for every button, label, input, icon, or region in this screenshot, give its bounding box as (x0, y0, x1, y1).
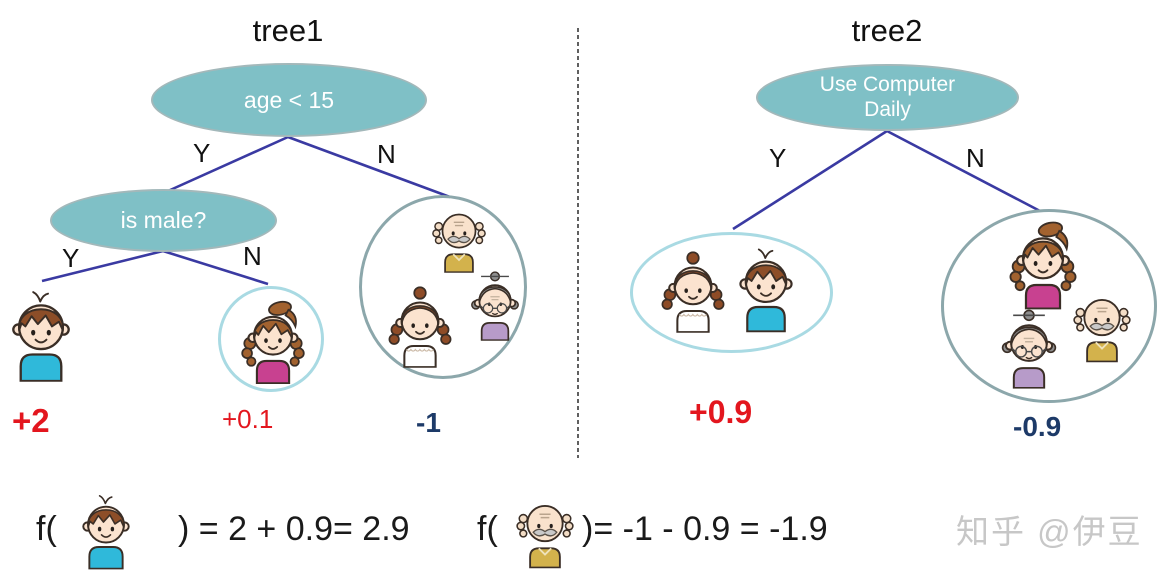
tree2-root-yes-label: Y (769, 143, 787, 173)
girl-avatar (1006, 219, 1080, 311)
tree1-leaf-adults-score: -1 (416, 407, 441, 438)
formula2-suffix: )= -1 - 0.9 = -1.9 (582, 510, 828, 548)
grandpa-avatar (1071, 286, 1133, 364)
tree1-child-yes-label: Y (62, 243, 80, 273)
grandpa-avatar (430, 203, 488, 273)
formula1-person (74, 491, 138, 571)
tree2-root-no-label: N (966, 143, 985, 173)
tree1-leaf-boy-score: +2 (12, 402, 50, 439)
tree1-title: tree1 (252, 13, 324, 48)
tree1-leaf-boy (2, 288, 80, 382)
formula1-prefix: f( (36, 510, 57, 548)
grandma-avatar (996, 308, 1062, 390)
tree2-root-label: Use Computer Daily (819, 73, 956, 121)
tree1-root-yes-edge (167, 135, 289, 193)
tree1-root-no-label: N (377, 139, 396, 169)
tree2-root-yes-edge (732, 129, 888, 231)
formula1-suffix: ) = 2 + 0.9= 2.9 (178, 510, 410, 548)
tree1-child-no-label: N (243, 241, 262, 271)
mother-avatar (386, 278, 454, 376)
tree2-leaf-yes-score: +0.9 (689, 394, 753, 430)
zhihu-watermark: 知乎 @伊豆 (956, 513, 1143, 550)
grandma-avatar (466, 266, 524, 346)
tree2-leaf-yes-ellipse (630, 232, 833, 353)
tree2-leaf-no-score: -0.9 (1013, 411, 1062, 442)
boy-avatar (730, 244, 802, 334)
tree2-root-no-edge (886, 129, 1041, 213)
girl-avatar (238, 296, 308, 388)
tree1-root-yes-label: Y (193, 138, 211, 168)
tree1-leaf-girl-circle (218, 286, 324, 392)
tree2-leaf-no-circle (941, 209, 1157, 403)
tree2-title: tree2 (851, 13, 923, 48)
formula2-prefix: f( (477, 510, 498, 548)
tree1-root-node: age < 15 (151, 63, 427, 137)
tree1-leaf-girl-score: +0.1 (222, 404, 274, 434)
mother-avatar (659, 248, 727, 336)
boy-avatar (2, 288, 80, 382)
grandpa-avatar (514, 493, 576, 569)
tree1-root-no-edge (287, 135, 451, 199)
tree1-child-yes-edge (41, 249, 164, 283)
boy-avatar (74, 491, 138, 571)
tree1-ismale-node: is male? (50, 189, 277, 252)
tree2-root-node: Use Computer Daily (756, 64, 1019, 131)
formula2-person (514, 493, 576, 569)
tree1-leaf-adults-circle (359, 195, 527, 379)
